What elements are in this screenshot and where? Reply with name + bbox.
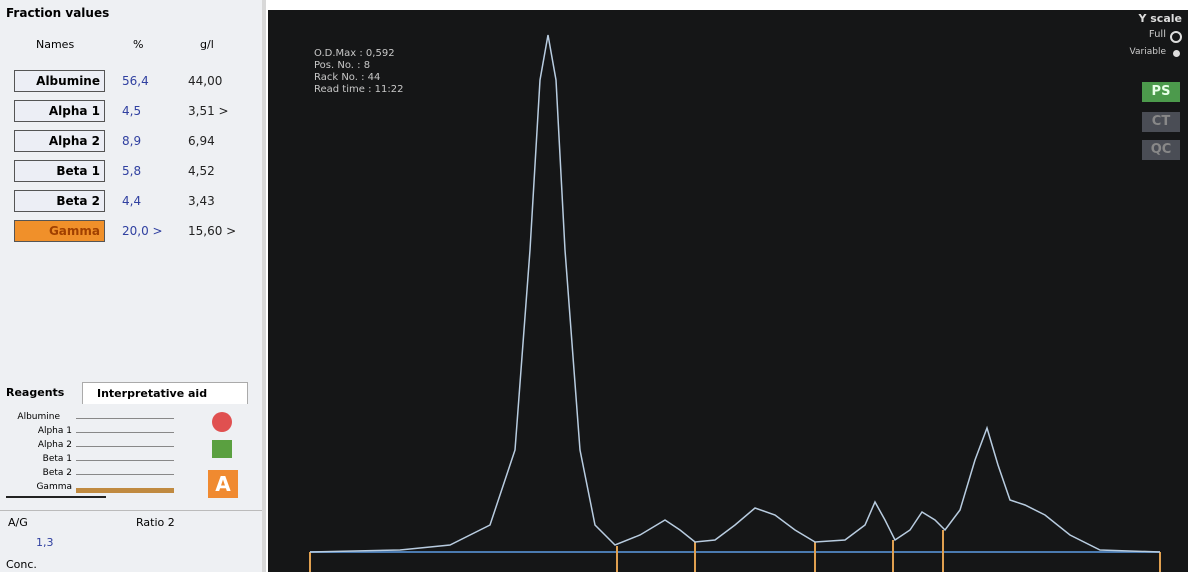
radio[interactable]	[1173, 50, 1180, 57]
fraction-button[interactable]: Gamma	[14, 220, 105, 242]
gl-value: 44,00	[188, 74, 223, 88]
info-line: Read time : 11:22	[314, 84, 404, 95]
ratio-label: Ratio 2	[136, 516, 175, 529]
header: Names	[36, 38, 75, 51]
gl-value: 15,60 >	[188, 224, 237, 238]
ct-button[interactable]: CT	[1142, 112, 1180, 132]
gl-value: 3,51 >	[188, 104, 229, 118]
aid-label: Alpha 1	[37, 426, 72, 436]
percent-value: 56,4	[122, 74, 149, 88]
left-panel: Fraction values Names % g/l Albumine 56,4…	[0, 0, 266, 572]
aid-label: Albumine	[17, 412, 60, 422]
aid-scale	[76, 446, 174, 447]
panel-title: Fraction values	[6, 6, 110, 20]
info-line: O.D.Max : 0,592	[314, 48, 395, 59]
arrow	[6, 496, 106, 498]
ps-button[interactable]: PS	[1142, 82, 1180, 102]
percent-value: 20,0 >	[122, 224, 163, 238]
conc-label: Conc.	[6, 558, 37, 571]
separators	[309, 530, 1161, 572]
info-line: Rack No. : 44	[314, 72, 381, 83]
aid-label: Beta 1	[42, 454, 72, 464]
percent-value: 4,5	[122, 104, 142, 118]
percent-value: 4,4	[122, 194, 142, 208]
aid-label: Gamma	[36, 482, 72, 492]
info-line: Pos. No. : 8	[314, 60, 371, 71]
header: %	[133, 38, 144, 51]
densitometry-curve	[309, 34, 1161, 553]
ag-label: A/G	[8, 516, 28, 529]
aid-scale	[76, 488, 174, 493]
percent-value: 8,9	[122, 134, 142, 148]
tab[interactable]: Reagents	[6, 386, 65, 399]
tab[interactable]: Interpretative aid	[82, 382, 248, 404]
aid-scale	[76, 474, 174, 475]
gl-value: 4,52	[188, 164, 215, 178]
gl-value: 3,43	[188, 194, 215, 208]
qc-button[interactable]: QC	[1142, 140, 1180, 160]
icon[interactable]	[212, 440, 232, 458]
fraction-button[interactable]: Alpha 1	[14, 100, 105, 122]
a-button[interactable]: A	[208, 470, 238, 498]
option[interactable]: Variable	[1129, 47, 1166, 57]
option[interactable]: Full	[1148, 29, 1166, 40]
aid-scale	[76, 460, 174, 461]
aid-scale	[76, 432, 174, 433]
divider	[0, 510, 262, 511]
percent-value: 5,8	[122, 164, 142, 178]
ratio-value: 1,3	[36, 536, 54, 549]
curve-area	[309, 34, 1161, 572]
fraction-button[interactable]: Albumine	[14, 70, 105, 92]
aid-label: Beta 2	[42, 468, 72, 478]
icon[interactable]	[212, 412, 232, 432]
graph-panel: O.D.Max : 0,592 Pos. No. : 8 Rack No. : 44…	[268, 10, 1188, 572]
aid-label: Alpha 2	[37, 440, 72, 450]
fraction-button[interactable]: Alpha 2	[14, 130, 105, 152]
gl-value: 6,94	[188, 134, 215, 148]
radio[interactable]	[1170, 31, 1182, 43]
header: g/l	[200, 38, 214, 51]
y-scale-title: Y scale	[1138, 12, 1182, 25]
fraction-button[interactable]: Beta 1	[14, 160, 105, 182]
aid-scale	[76, 418, 174, 419]
fraction-button[interactable]: Beta 2	[14, 190, 105, 212]
